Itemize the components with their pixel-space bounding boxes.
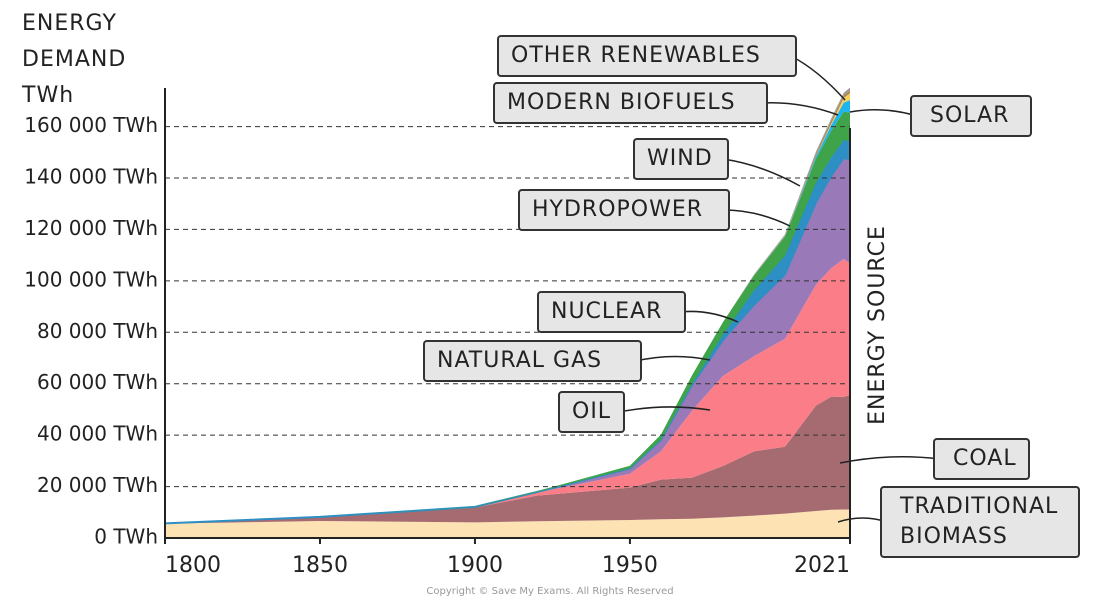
series-label: WIND — [633, 138, 729, 180]
series-label: OTHER RENEWABLES — [497, 35, 797, 77]
series-label: HYDROPOWER — [518, 189, 730, 231]
y-tick-label: 40 000 TWh — [37, 422, 158, 446]
series-label: NUCLEAR — [537, 291, 686, 333]
series-label: SOLAR — [910, 95, 1032, 137]
y2-axis-label: ENERGY SOURCE — [865, 225, 890, 425]
x-tick-label: 2021 — [794, 553, 850, 578]
callout-arrow — [849, 109, 918, 117]
y-tick-label: 20 000 TWh — [37, 473, 158, 497]
callout-arrow — [618, 406, 711, 413]
y-tick-label: 0 TWh — [94, 525, 158, 549]
x-tick-label: 1850 — [292, 553, 348, 578]
copyright: Copyright © Save My Exams. All Rights Re… — [426, 586, 674, 597]
series-label: NATURAL GAS — [423, 340, 642, 382]
series-label: COAL — [933, 438, 1030, 480]
callout-arrow — [723, 209, 791, 227]
x-tick-label: 1800 — [165, 553, 221, 578]
y-axis-label: ENERGY DEMAND TWh — [22, 11, 127, 108]
x-tick-label: 1950 — [602, 553, 658, 578]
callout-arrow — [722, 158, 801, 187]
area — [165, 509, 850, 538]
callout-arrow — [790, 55, 846, 101]
y-tick-label: 100 000 TWh — [24, 267, 158, 291]
series-label: TRADITIONAL BIOMASS — [880, 486, 1080, 558]
area — [165, 259, 850, 524]
y-tick-label: 140 000 TWh — [24, 165, 158, 189]
x-tick-label: 1900 — [447, 553, 503, 578]
series-label: OIL — [558, 391, 625, 433]
y-tick-label: 120 000 TWh — [24, 216, 158, 240]
area — [165, 395, 850, 524]
callout-arrow — [839, 456, 941, 464]
callout-arrow — [635, 355, 711, 362]
y-tick-label: 80 000 TWh — [37, 319, 158, 343]
callout-arrow — [761, 102, 839, 116]
y-tick-label: 160 000 TWh — [24, 113, 158, 137]
series-label: MODERN BIOFUELS — [493, 82, 768, 124]
y-tick-label: 60 000 TWh — [37, 370, 158, 394]
